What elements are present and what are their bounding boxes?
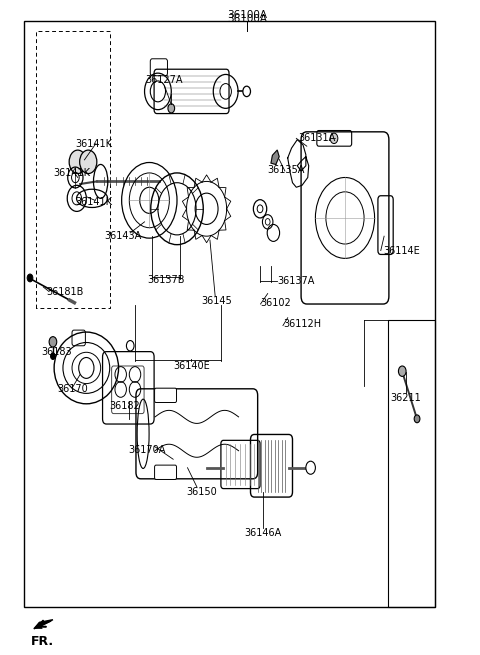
- Text: 36150: 36150: [186, 487, 217, 497]
- Text: 36140E: 36140E: [173, 362, 210, 371]
- Text: 36102: 36102: [261, 299, 291, 309]
- Text: 36127A: 36127A: [145, 75, 182, 85]
- FancyBboxPatch shape: [84, 158, 90, 164]
- Text: 36211: 36211: [391, 393, 421, 403]
- Text: 36143A: 36143A: [105, 231, 142, 241]
- FancyBboxPatch shape: [72, 158, 79, 164]
- Text: 36141K: 36141K: [75, 139, 112, 149]
- Text: 36135A: 36135A: [268, 164, 305, 175]
- Circle shape: [414, 415, 420, 422]
- Text: 36181B: 36181B: [47, 288, 84, 297]
- Text: 36141K: 36141K: [53, 168, 90, 178]
- Circle shape: [69, 150, 86, 174]
- Bar: [24, 21, 435, 607]
- Polygon shape: [271, 150, 279, 164]
- Text: 36114E: 36114E: [383, 246, 420, 255]
- Circle shape: [168, 103, 175, 113]
- Text: 36137A: 36137A: [277, 276, 314, 286]
- Circle shape: [50, 353, 55, 360]
- Text: 36141K: 36141K: [75, 196, 112, 206]
- FancyBboxPatch shape: [155, 388, 177, 403]
- Bar: [388, 320, 435, 607]
- Text: 36145: 36145: [202, 296, 232, 306]
- Text: 36146A: 36146A: [244, 529, 282, 538]
- Circle shape: [243, 86, 251, 97]
- Polygon shape: [34, 620, 53, 629]
- Text: 36170A: 36170A: [128, 445, 166, 455]
- Text: 36182: 36182: [109, 401, 140, 411]
- Text: 36183: 36183: [41, 347, 72, 357]
- Text: 36100A: 36100A: [227, 10, 267, 20]
- Circle shape: [330, 133, 338, 143]
- Circle shape: [306, 461, 315, 474]
- Text: 36112H: 36112H: [283, 319, 321, 329]
- Circle shape: [398, 366, 406, 377]
- Circle shape: [80, 150, 97, 174]
- Text: 36170: 36170: [58, 384, 88, 394]
- Text: FR.: FR.: [31, 635, 54, 648]
- Text: 36100A: 36100A: [227, 14, 267, 24]
- FancyBboxPatch shape: [155, 465, 177, 479]
- Circle shape: [27, 274, 33, 282]
- Circle shape: [49, 337, 57, 347]
- Text: 36137B: 36137B: [147, 275, 185, 286]
- Text: 36131A: 36131A: [298, 134, 336, 143]
